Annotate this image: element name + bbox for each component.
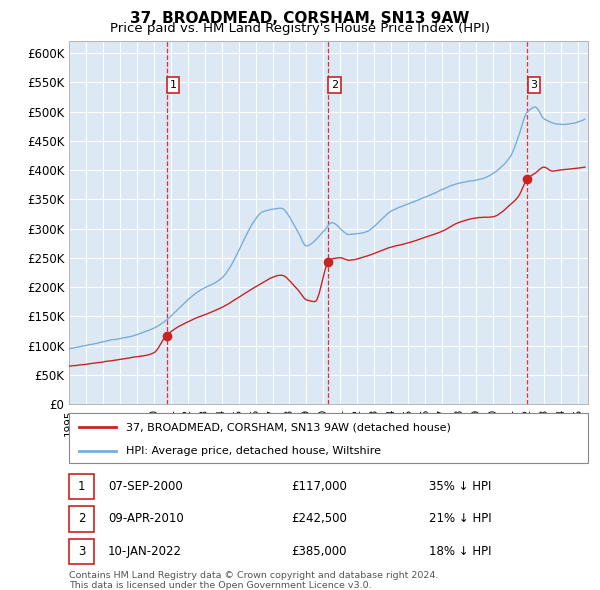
Text: 2: 2 (78, 512, 85, 526)
Text: 21% ↓ HPI: 21% ↓ HPI (429, 512, 491, 526)
Text: 37, BROADMEAD, CORSHAM, SN13 9AW (detached house): 37, BROADMEAD, CORSHAM, SN13 9AW (detach… (126, 422, 451, 432)
Text: £242,500: £242,500 (291, 512, 347, 526)
Text: £385,000: £385,000 (291, 545, 347, 558)
Text: 1: 1 (170, 80, 176, 90)
Text: 10-JAN-2022: 10-JAN-2022 (108, 545, 182, 558)
Text: 37, BROADMEAD, CORSHAM, SN13 9AW: 37, BROADMEAD, CORSHAM, SN13 9AW (130, 11, 470, 25)
Text: 1: 1 (78, 480, 85, 493)
Text: 18% ↓ HPI: 18% ↓ HPI (429, 545, 491, 558)
Text: HPI: Average price, detached house, Wiltshire: HPI: Average price, detached house, Wilt… (126, 445, 381, 455)
Text: Price paid vs. HM Land Registry's House Price Index (HPI): Price paid vs. HM Land Registry's House … (110, 22, 490, 35)
Text: 2: 2 (331, 80, 338, 90)
Text: 3: 3 (530, 80, 538, 90)
Text: 07-SEP-2000: 07-SEP-2000 (108, 480, 183, 493)
Text: Contains HM Land Registry data © Crown copyright and database right 2024.
This d: Contains HM Land Registry data © Crown c… (69, 571, 439, 590)
Text: 3: 3 (78, 545, 85, 558)
Text: 35% ↓ HPI: 35% ↓ HPI (429, 480, 491, 493)
Text: 09-APR-2010: 09-APR-2010 (108, 512, 184, 526)
Text: £117,000: £117,000 (291, 480, 347, 493)
